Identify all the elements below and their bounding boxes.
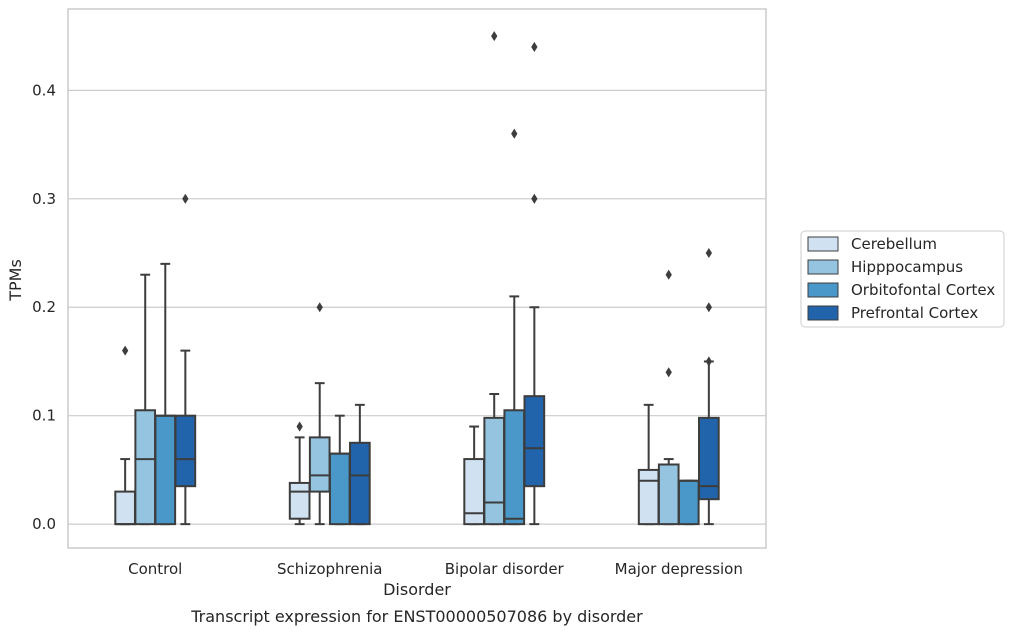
- outlier-point: [316, 302, 323, 313]
- outlier-point: [296, 421, 303, 432]
- outlier-point: [665, 367, 672, 378]
- x-tick-label: Control: [128, 560, 182, 578]
- y-tick-label: 0.3: [32, 190, 56, 208]
- outlier-point: [531, 193, 538, 204]
- legend-frame: [800, 230, 1005, 328]
- box-0-1: [288, 421, 311, 526]
- legend-swatch: [807, 236, 839, 252]
- box-body: [174, 414, 197, 488]
- box-body: [349, 441, 371, 526]
- y-tick-label: 0.2: [32, 298, 56, 316]
- box-body: [288, 481, 311, 520]
- outlier-point: [665, 269, 672, 280]
- box-body: [328, 452, 351, 526]
- box-0-0: [114, 345, 136, 526]
- legend-label: Hipppocampus: [851, 258, 963, 276]
- y-tick-labels: 0.0 0.1 0.2 0.3 0.4: [32, 81, 56, 533]
- y-tick-label: 0.1: [32, 407, 56, 425]
- outlier-point: [511, 128, 518, 139]
- outlier-point: [531, 41, 538, 52]
- legend: Cerebellum Hipppocampus Orbitofontal Corte…: [800, 230, 1005, 328]
- box-2-1: [328, 414, 351, 526]
- box-body: [657, 463, 680, 526]
- y-axis-title: TPMs: [6, 259, 25, 302]
- x-tick-label: Bipolar disorder: [445, 560, 565, 578]
- legend-label: Orbitofontal Cortex: [851, 281, 995, 299]
- x-tick-labels: Control Schizophrenia Bipolar disorder Majo…: [128, 560, 743, 578]
- y-tick-label: 0.4: [32, 81, 56, 99]
- box-body: [523, 395, 546, 488]
- box-body: [503, 409, 526, 526]
- legend-label: Cerebellum: [851, 235, 937, 253]
- legend-swatch: [807, 259, 839, 275]
- outlier-point: [182, 193, 189, 204]
- outlier-point: [705, 302, 713, 313]
- box-3-1: [349, 403, 371, 526]
- box-body: [463, 458, 485, 526]
- x-tick-label: Major depression: [615, 560, 743, 578]
- box-2-2: [503, 128, 526, 526]
- legend-swatch: [807, 305, 839, 321]
- outlier-point: [705, 356, 713, 367]
- outlier-point: [121, 345, 129, 356]
- box-0-3: [637, 403, 660, 526]
- box-3-0: [174, 193, 197, 526]
- box-body: [637, 468, 660, 526]
- legend-label: Prefrontal Cortex: [851, 304, 978, 322]
- boxes: [114, 31, 720, 526]
- box-body: [677, 479, 700, 526]
- legend-entries: Cerebellum Hipppocampus Orbitofontal Corte…: [807, 235, 995, 322]
- box-body: [114, 490, 136, 526]
- box-2-3: [677, 479, 700, 526]
- box-body: [308, 436, 331, 493]
- x-tick-label: Schizophrenia: [277, 560, 382, 578]
- chart-caption: Transcript expression for ENST0000050708…: [190, 607, 643, 626]
- y-tick-label: 0.0: [32, 515, 56, 533]
- box-body: [698, 416, 720, 501]
- x-axis-title: Disorder: [383, 580, 451, 599]
- outlier-point: [491, 31, 498, 42]
- box-body: [134, 409, 157, 526]
- legend-swatch: [807, 282, 839, 298]
- outlier-point: [705, 247, 713, 259]
- box-body: [483, 416, 506, 526]
- box-body: [154, 414, 177, 526]
- box-3-3: [698, 247, 720, 526]
- box-3-2: [523, 41, 546, 526]
